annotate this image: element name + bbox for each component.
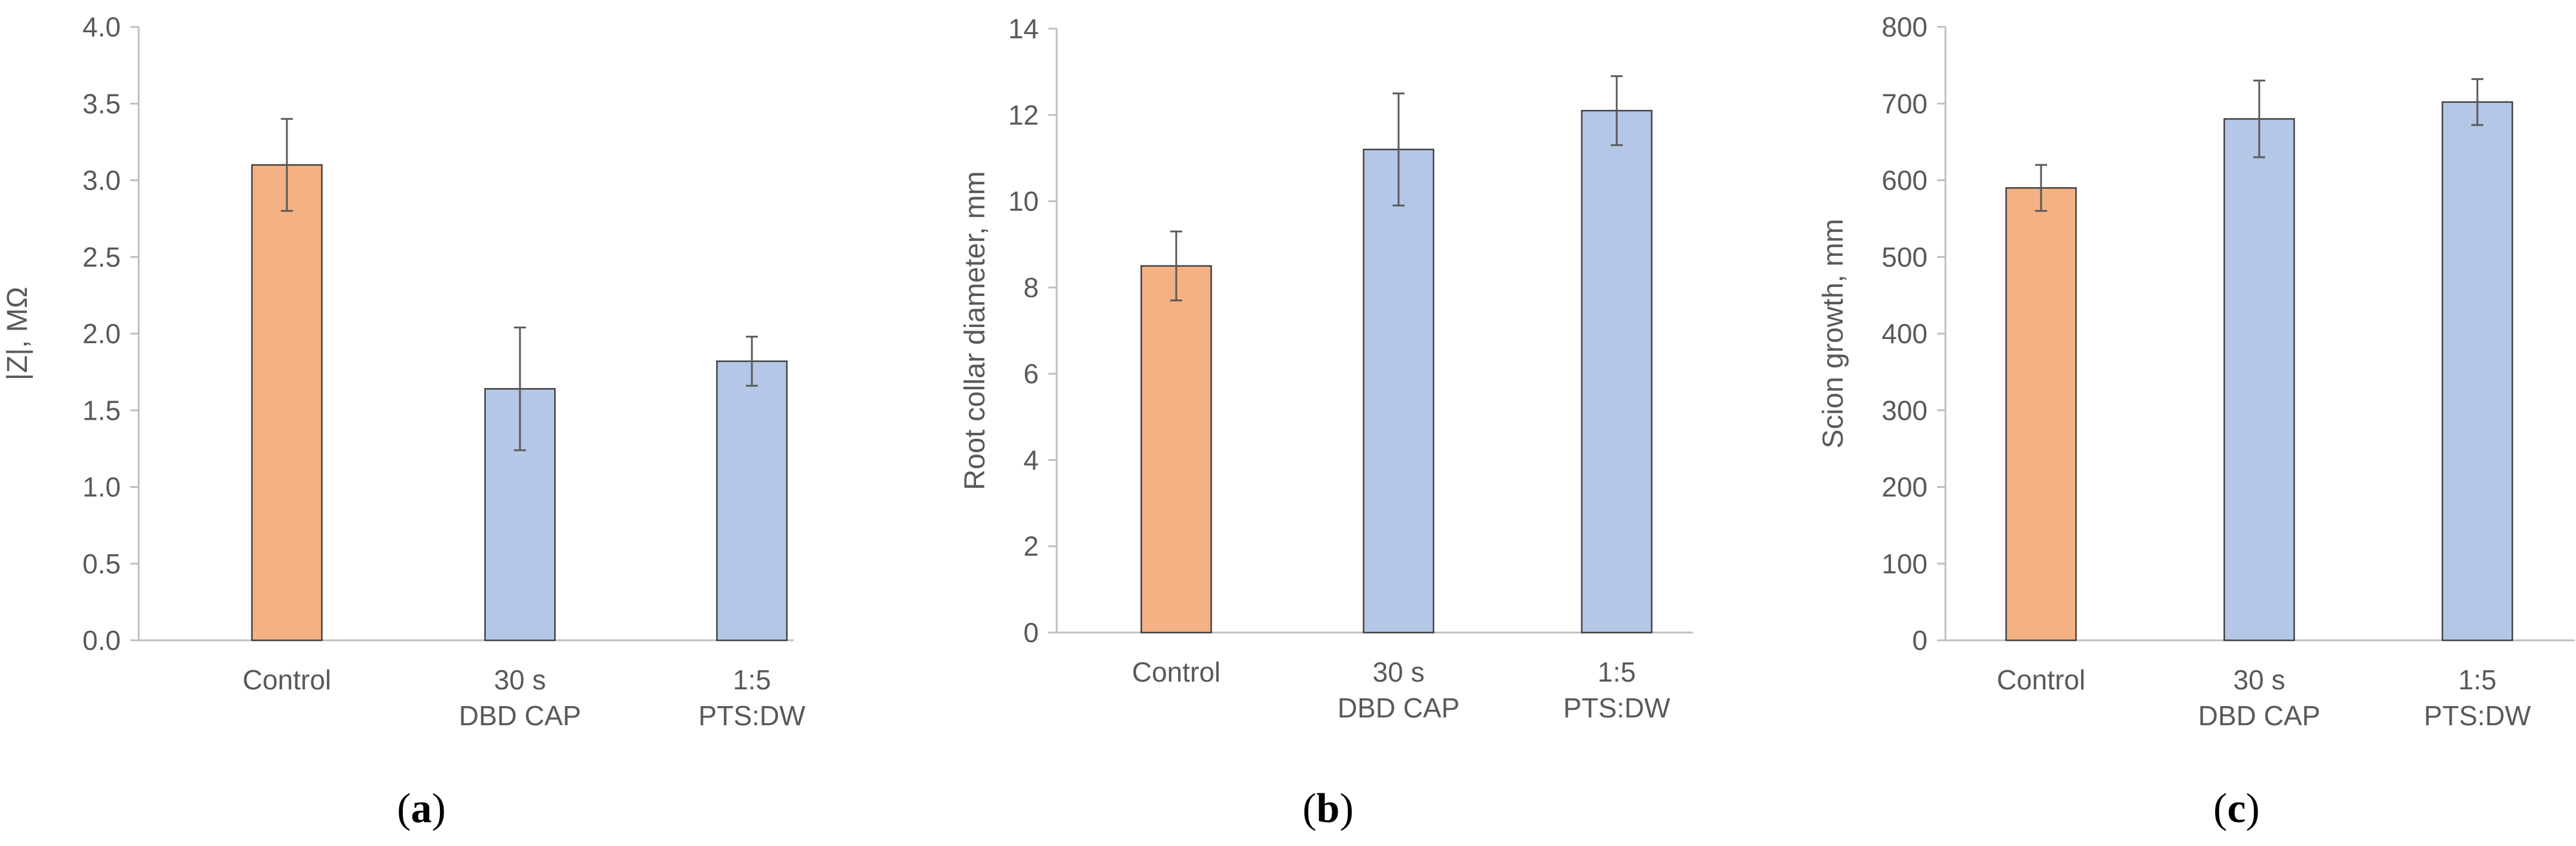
y-tick-label: 3.0 <box>82 165 121 196</box>
y-tick-label: 2.5 <box>82 242 121 273</box>
y-tick-label: 10 <box>1008 186 1039 217</box>
panel-label-a: (a) <box>397 786 446 832</box>
bar <box>1140 265 1212 634</box>
bar <box>2442 101 2513 642</box>
y-tick-label: 4 <box>1023 444 1039 475</box>
x-category-label: Control <box>1132 656 1220 688</box>
panel-label-c: (c) <box>2213 786 2260 832</box>
y-axis-title: |Z|, MΩ <box>2 287 33 381</box>
y-tick-label: 8 <box>1023 272 1039 303</box>
bar <box>2005 187 2077 642</box>
x-category-label: Control <box>243 664 331 695</box>
y-tick-label: 1.5 <box>82 395 121 426</box>
chart-panel-b: 0 2 4 6 8 10 12 14 Root collar diameter, mm Contr… <box>959 13 1693 723</box>
x-category-label: PTS:DW <box>699 700 806 731</box>
y-tick-label: 12 <box>1008 99 1039 130</box>
y-tick-label: 100 <box>1881 548 1928 579</box>
x-category-label: PTS:DW <box>2424 700 2531 731</box>
y-axis-title: Root collar diameter, mm <box>959 171 991 490</box>
panel-label-b: (b) <box>1302 786 1354 832</box>
y-tick-label: 300 <box>1881 395 1928 426</box>
chart-panel-c: 0 100 200 300 400 500 600 700 800 Scion growth, m… <box>1818 11 2575 731</box>
x-category-label: 30 s <box>2234 664 2286 695</box>
y-tick-label: 500 <box>1881 242 1928 273</box>
y-tick-label: 4.0 <box>82 11 121 42</box>
y-tick-label: 600 <box>1881 165 1928 196</box>
y-tick-label: 2.0 <box>82 318 121 349</box>
y-tick-label: 6 <box>1023 358 1039 389</box>
x-category-label: DBD CAP <box>2198 700 2320 731</box>
y-tick-label: 0.5 <box>82 548 121 579</box>
y-tick-label: 2 <box>1023 531 1039 562</box>
y-tick-label: 0.0 <box>82 625 121 656</box>
x-category-label: 30 s <box>1373 656 1425 688</box>
bar <box>1581 109 1653 634</box>
y-tick-label: 0 <box>1912 625 1928 656</box>
x-category-label: Control <box>1997 664 2085 695</box>
x-category-label: 1:5 <box>1598 656 1636 688</box>
x-category-label: PTS:DW <box>1564 692 1671 723</box>
bar <box>1363 148 1434 634</box>
x-category-label: 1:5 <box>733 664 771 695</box>
x-category-label: DBD CAP <box>1338 692 1460 723</box>
y-tick-label: 3.5 <box>82 88 121 119</box>
x-category-label: 1:5 <box>2458 664 2497 695</box>
chart-panel-a: 0.0 0.5 1.0 1.5 2.0 2.5 3.0 3.5 4.0 |Z|, MΩ Contro… <box>2 11 806 731</box>
y-tick-label: 800 <box>1881 11 1928 42</box>
y-axis-title: Scion growth, mm <box>1818 219 1849 448</box>
y-tick-label: 0 <box>1023 617 1039 648</box>
y-tick-label: 14 <box>1008 13 1039 44</box>
bar <box>2223 118 2295 642</box>
y-tick-label: 700 <box>1881 88 1928 119</box>
y-tick-label: 200 <box>1881 472 1928 503</box>
x-category-label: DBD CAP <box>459 700 581 731</box>
y-tick-label: 1.0 <box>82 472 121 503</box>
x-category-label: 30 s <box>494 664 546 695</box>
bar <box>251 164 323 642</box>
y-tick-label: 400 <box>1881 318 1928 349</box>
bar <box>716 360 788 642</box>
